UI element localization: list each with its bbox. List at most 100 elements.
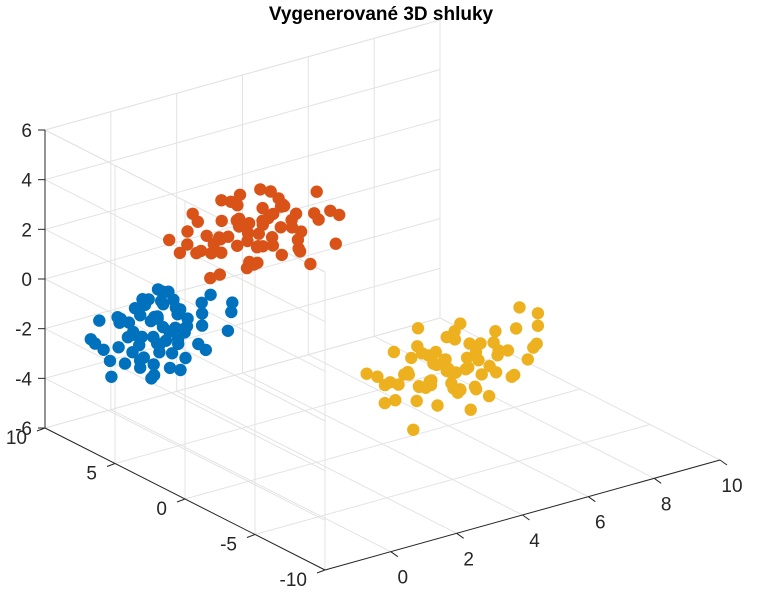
scatter-point-series-2 xyxy=(215,214,228,228)
scatter-point-series-1 xyxy=(147,358,160,371)
y-tick-label: 5 xyxy=(86,464,97,485)
z-tick-label: 6 xyxy=(21,121,32,142)
scatter-point-series-2 xyxy=(215,246,228,259)
scatter-point-series-2 xyxy=(256,214,269,227)
scatter-point-series-3 xyxy=(475,368,488,381)
scatter-point-series-3 xyxy=(513,301,526,314)
scatter-point-series-2 xyxy=(181,238,194,251)
scatter-point-series-3 xyxy=(389,394,402,407)
scatter-point-series-1 xyxy=(167,293,180,306)
scatter-point-series-3 xyxy=(527,341,540,354)
scatter-point-series-1 xyxy=(163,361,177,375)
scatter-point-series-2 xyxy=(285,213,298,227)
scatter-point-series-3 xyxy=(501,344,515,357)
scatter-point-series-1 xyxy=(84,333,98,346)
z-tick-label: -4 xyxy=(15,369,32,390)
scatter-point-series-2 xyxy=(278,199,291,213)
scatter-point-series-1 xyxy=(135,330,149,343)
scatter-point-series-2 xyxy=(191,215,204,228)
scatter-point-series-1 xyxy=(93,314,106,327)
scatter-point-series-1 xyxy=(136,293,149,306)
scatter-point-series-2 xyxy=(304,257,317,271)
scatter-point-series-2 xyxy=(241,234,254,248)
scatter-point-series-2 xyxy=(308,207,321,220)
scatter-point-series-1 xyxy=(195,307,209,320)
y-tick-mark xyxy=(106,463,116,467)
axis-layer xyxy=(36,129,728,574)
scatter-point-series-3 xyxy=(460,351,474,364)
scatter-point-series-2 xyxy=(333,208,346,222)
scatter-point-series-1 xyxy=(171,308,184,321)
scatter-point-series-2 xyxy=(294,225,308,238)
x-tick-mark xyxy=(719,459,728,466)
scatter-point-series-1 xyxy=(179,351,192,365)
scatter-point-series-3 xyxy=(392,378,405,391)
scatter-point-series-3 xyxy=(521,353,534,366)
scatter-point-series-1 xyxy=(169,321,182,334)
scatter-point-series-3 xyxy=(407,423,420,436)
z-tick-label: -2 xyxy=(15,320,32,341)
y-tick-label: 10 xyxy=(6,428,27,449)
scatter-point-series-1 xyxy=(180,320,194,333)
scatter-point-series-2 xyxy=(233,188,247,201)
scatter-point-series-3 xyxy=(438,353,451,366)
scatter-point-series-1 xyxy=(155,285,168,298)
scatter-point-series-1 xyxy=(126,346,139,359)
scatter-point-series-1 xyxy=(171,333,185,346)
scatter-point-series-3 xyxy=(360,367,373,380)
scatter-point-series-2 xyxy=(243,217,256,230)
scatter-point-series-1 xyxy=(114,312,128,326)
gridline-z-right xyxy=(44,118,441,230)
scatter-point-series-2 xyxy=(222,230,235,243)
x-tick-mark xyxy=(522,514,530,521)
y-tick-label: -5 xyxy=(220,535,237,556)
z-tick-label: 2 xyxy=(21,220,32,241)
scatter-point-series-3 xyxy=(509,322,523,335)
scatter-point-series-1 xyxy=(225,305,238,319)
x-tick-label: 4 xyxy=(529,531,540,552)
scatter-point-series-2 xyxy=(247,258,261,271)
scatter-point-series-3 xyxy=(445,377,458,390)
scatter-point-series-1 xyxy=(144,314,158,328)
scatter-point-series-3 xyxy=(427,357,440,370)
scatter-point-series-2 xyxy=(267,207,280,221)
scatter-point-series-2 xyxy=(205,247,218,260)
x-tick-mark xyxy=(588,496,596,503)
scatter-point-series-1 xyxy=(97,343,110,356)
x-tick-label: 6 xyxy=(595,513,606,534)
scatter-point-series-3 xyxy=(401,365,414,379)
z-tick-label: 4 xyxy=(21,171,32,192)
scatter-point-series-3 xyxy=(371,370,384,383)
scatter-point-series-2 xyxy=(213,231,226,244)
x-tick-label: 0 xyxy=(398,568,409,589)
scatter-point-series-3 xyxy=(482,389,496,403)
scatter-point-series-1 xyxy=(103,354,117,368)
scatter-point-series-2 xyxy=(163,233,176,247)
scatter-point-series-3 xyxy=(448,333,462,346)
scatter-point-series-3 xyxy=(489,366,503,379)
y-tick-mark xyxy=(246,534,256,538)
chart-title: Vygenerované 3D shluky xyxy=(269,4,494,25)
x-tick-label: 8 xyxy=(661,494,672,515)
scatter-point-series-2 xyxy=(329,237,342,250)
x-tick-mark xyxy=(456,532,464,539)
scatter-point-series-2 xyxy=(181,225,194,238)
scatter-point-series-2 xyxy=(256,201,269,215)
scatter-point-series-2 xyxy=(194,244,208,258)
scatter-point-series-1 xyxy=(156,320,170,334)
scatter-point-series-3 xyxy=(454,383,467,397)
z-tick-label: 0 xyxy=(21,270,32,291)
x-tick-label: 2 xyxy=(463,549,474,570)
scatter-point-series-3 xyxy=(449,366,462,379)
scatter-point-series-3 xyxy=(378,396,391,410)
scatter-point-series-1 xyxy=(112,341,125,354)
scatter-point-series-2 xyxy=(266,239,280,252)
scatter-point-series-3 xyxy=(411,340,424,353)
scatter-point-series-3 xyxy=(405,351,418,365)
z-tick-label: -6 xyxy=(15,419,32,440)
scatter-point-series-1 xyxy=(153,339,166,352)
scatter-point-series-2 xyxy=(230,214,243,227)
